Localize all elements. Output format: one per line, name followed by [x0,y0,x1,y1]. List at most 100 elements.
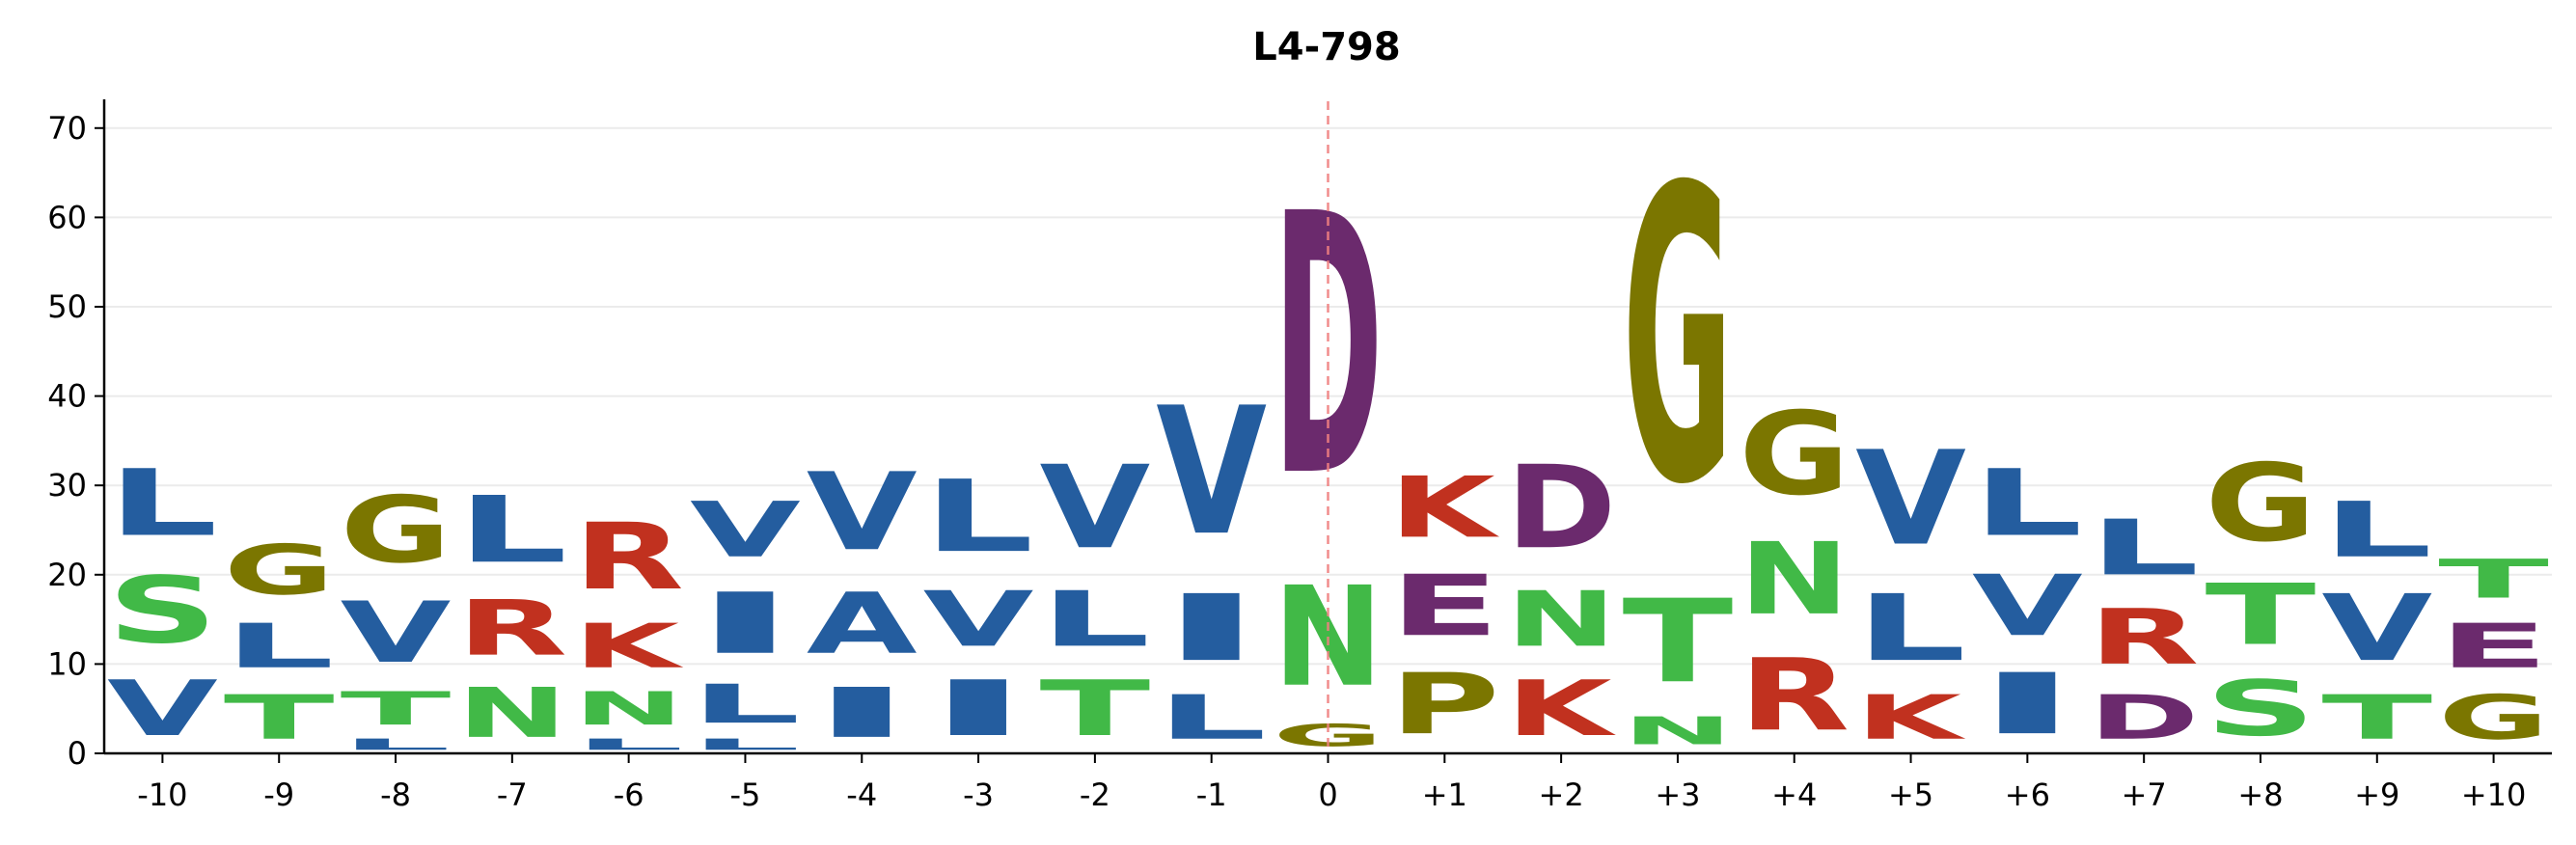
logo-letter-L: L [690,673,801,735]
letter-stack--2: TLV [1039,441,1150,753]
letter-stack-+2: KND [1506,442,1617,754]
logo-letter-V: V [2321,575,2432,682]
logo-letter-L: L [1972,450,2083,557]
letter-stack-+4: RNG [1739,388,1850,753]
logo-letter-R: R [573,504,684,611]
letter-stack-+5: KLV [1855,424,1966,753]
y-tick-label: 50 [47,288,87,325]
logo-letter-I: I [923,665,1034,753]
x-tick-label: -9 [263,777,294,813]
logo-letter-N: N [573,683,684,736]
letter-stack-+8: STG [2206,441,2316,753]
logo-letter-E: E [2438,611,2549,682]
logo-letter-G: G [1739,388,1850,521]
logo-letter-G: G [1273,718,1384,753]
logo-letter-V: V [690,486,801,575]
logo-letter-R: R [456,585,567,673]
letter-stack-+10: GET [2438,548,2549,753]
logo-letter-T: T [341,682,452,735]
logo-letter-L: L [456,477,567,584]
logo-letter-N: N [1506,576,1617,665]
logo-letter-T: T [1623,576,1734,709]
logo-letter-K: K [1506,665,1617,753]
x-tick-label: +3 [1655,777,1700,813]
logo-letter-L: L [2321,485,2432,574]
logo-letter-L: L [690,736,801,753]
x-tick-label: -4 [846,777,877,813]
letter-stack-+6: IVL [1972,450,2083,753]
y-tick-label: 40 [47,378,87,415]
logo-letter-V: V [1039,441,1150,575]
logo-letter-A: A [807,575,918,673]
x-tick-label: -2 [1080,777,1110,813]
x-tick-label: +2 [1539,777,1584,813]
logo-letter-N: N [1623,709,1734,753]
logo-letter-V: V [107,665,218,753]
x-tick-label: -5 [729,777,760,813]
logo-letter-K: K [573,611,684,682]
logo-letter-L: L [923,459,1034,575]
logo-letter-I: I [807,673,918,753]
logo-letter-V: V [1972,557,2083,655]
x-tick-label: +9 [2354,777,2399,813]
logo-letter-V: V [1156,370,1267,575]
x-tick-label: +4 [1771,777,1817,813]
logo-letter-I: I [690,575,801,672]
logo-letter-P: P [1389,655,1500,753]
logo-letter-L: L [1156,682,1267,753]
x-tick-label: +10 [2461,777,2527,813]
x-tick-label: -7 [497,777,528,813]
y-tick-label: 20 [47,557,87,593]
logo-letter-G: G [1623,102,1734,573]
x-tick-label: -1 [1196,777,1227,813]
logo-letter-K: K [1855,682,1966,753]
letter-stacks: VSLTLGLTVGNRLLNKRLLIVIAVIVLTLVLIVGNDPEKK… [107,102,2549,753]
letter-stack-+1: PEK [1389,459,1500,753]
logo-letter-S: S [2206,664,2316,752]
logo-letter-N: N [456,673,567,753]
logo-letter-V: V [341,584,452,682]
logo-letter-G: G [2206,441,2316,565]
y-tick-label: 30 [47,467,87,504]
logo-letter-I: I [1156,575,1267,682]
logo-letter-V: V [1855,424,1966,575]
logo-letter-L: L [1039,575,1150,664]
chart-title: L4-798 [1252,25,1400,69]
letter-stack-+7: DRL [2089,504,2200,753]
logo-letter-I: I [1972,656,2083,753]
logo-letter-T: T [2438,548,2549,611]
logo-letter-G: G [341,477,452,584]
logo-letter-S: S [107,557,218,664]
x-tick-label: -6 [614,777,644,813]
letter-stack--4: IAV [807,450,918,753]
logo-letter-D: D [1506,442,1617,575]
logo-letter-N: N [1739,521,1850,638]
logo-letter-E: E [1389,558,1500,656]
letter-stack-+3: NTG [1623,102,1734,753]
logo-letter-L: L [341,736,452,753]
logo-letter-G: G [2438,682,2549,753]
logo-letter-L: L [2089,504,2200,592]
x-tick-label: +1 [1422,777,1467,813]
x-tick-label: +8 [2237,777,2283,813]
logo-letter-K: K [1389,459,1499,557]
logo-letter-D: D [2089,683,2200,754]
logo-letter-V: V [923,576,1034,665]
logo-letter-T: T [1039,665,1150,753]
letter-stack--10: VSL [107,450,218,753]
logo-letter-G: G [224,531,335,611]
logo-letter-L: L [1855,575,1966,682]
logo-letter-L: L [224,611,335,682]
x-tick-label: +6 [2005,777,2050,813]
logo-letter-T: T [224,682,335,753]
logo-letter-R: R [1739,638,1850,753]
y-tick-label: 0 [68,735,87,772]
x-tick-label: +5 [1888,777,1933,813]
letter-stack--1: LIV [1156,370,1267,752]
letter-stack--3: IVL [923,459,1034,753]
logo-letter-R: R [2089,593,2200,682]
